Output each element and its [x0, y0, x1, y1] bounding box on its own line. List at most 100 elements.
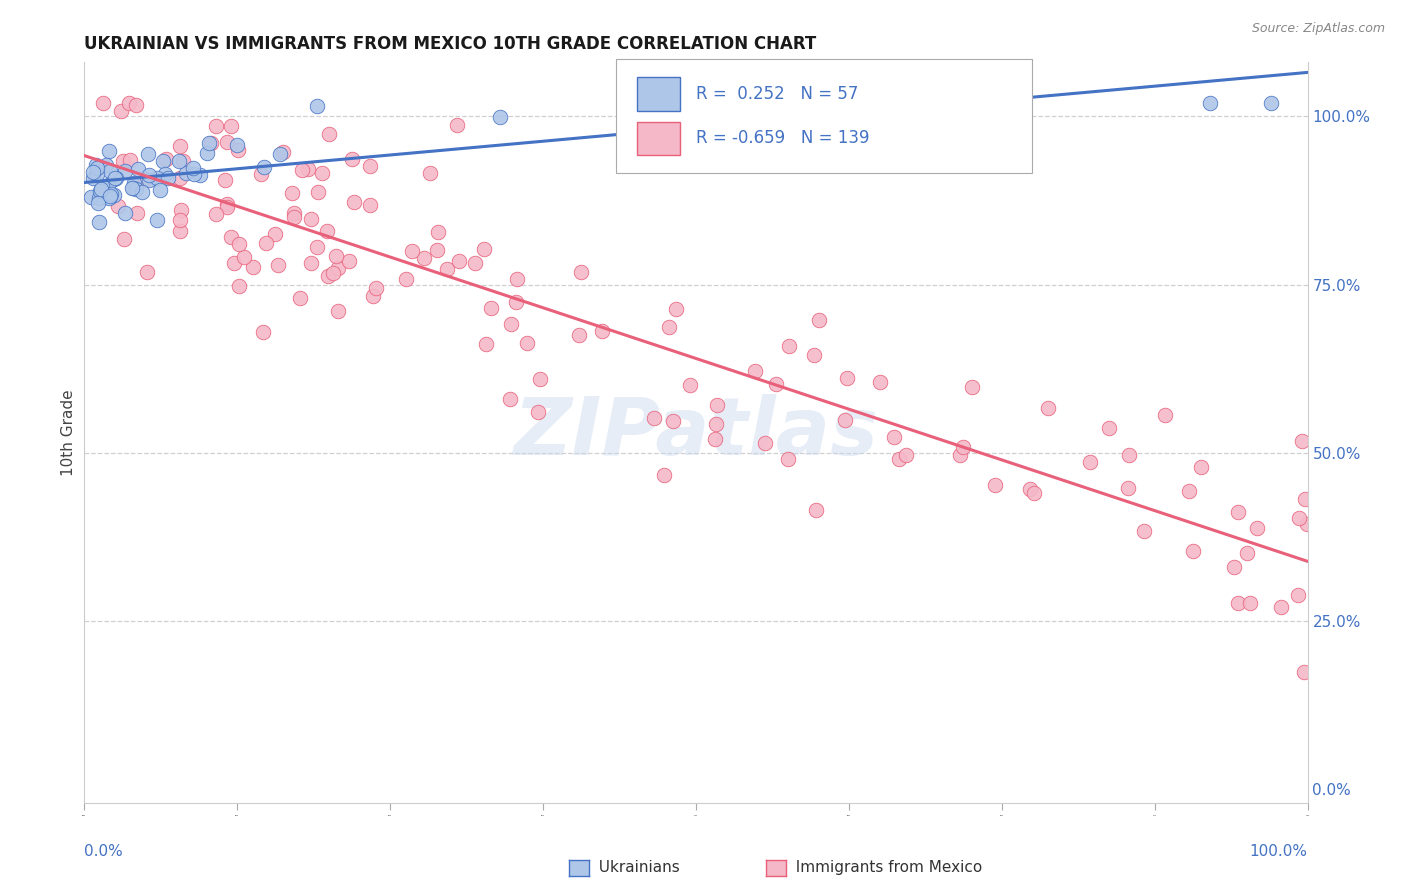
Point — [704, 417, 727, 432]
Point — [834, 413, 856, 427]
Point — [328, 261, 350, 276]
Text: R =  0.252   N = 57: R = 0.252 N = 57 — [696, 85, 858, 103]
Point — [181, 161, 204, 175]
Point — [835, 371, 858, 385]
Point — [401, 244, 423, 258]
Point — [889, 452, 911, 467]
Point — [205, 119, 228, 133]
Point — [105, 171, 128, 186]
Point — [156, 170, 179, 185]
Point — [188, 168, 211, 182]
Point — [529, 372, 551, 386]
FancyBboxPatch shape — [637, 78, 681, 111]
Point — [90, 182, 112, 196]
Point — [98, 189, 121, 203]
Point — [155, 152, 177, 166]
Point — [98, 164, 121, 178]
Point — [359, 159, 381, 173]
Point — [86, 167, 108, 181]
Point — [1118, 448, 1140, 462]
Point — [252, 325, 274, 339]
Point — [167, 154, 190, 169]
Point — [446, 118, 468, 132]
Text: 0.0%: 0.0% — [84, 844, 124, 858]
Point — [242, 260, 264, 274]
Point — [98, 145, 121, 159]
Point — [169, 171, 191, 186]
Point — [136, 147, 159, 161]
Point — [114, 163, 136, 178]
FancyBboxPatch shape — [637, 121, 681, 155]
Point — [91, 178, 114, 193]
Point — [506, 272, 529, 286]
Point — [1022, 486, 1045, 500]
Point — [1296, 517, 1319, 532]
Point — [1294, 491, 1316, 506]
Point — [426, 244, 449, 258]
Point — [195, 145, 218, 160]
Point — [1181, 544, 1204, 558]
Point — [516, 335, 538, 350]
Point — [169, 213, 191, 227]
Point — [960, 380, 983, 394]
Point — [1239, 596, 1261, 610]
Point — [291, 163, 314, 178]
Point — [91, 95, 114, 110]
Point — [127, 162, 149, 177]
Point — [806, 503, 828, 517]
Point — [464, 256, 486, 270]
FancyBboxPatch shape — [616, 59, 1032, 173]
Point — [121, 181, 143, 195]
Point — [107, 199, 129, 213]
Point — [125, 98, 148, 112]
Point — [326, 304, 349, 318]
Point — [305, 99, 328, 113]
Point — [1270, 599, 1292, 614]
Point — [114, 205, 136, 219]
Point — [505, 294, 527, 309]
Point — [217, 201, 239, 215]
Point — [1198, 95, 1220, 110]
Point — [704, 433, 727, 447]
Point — [86, 161, 108, 175]
Point — [662, 414, 685, 428]
Point — [776, 452, 799, 467]
Point — [297, 162, 319, 177]
Point — [318, 128, 340, 142]
Point — [224, 256, 246, 270]
Point — [225, 137, 247, 152]
Point — [1291, 434, 1313, 449]
Point — [364, 280, 387, 294]
Text: Source: ZipAtlas.com: Source: ZipAtlas.com — [1251, 22, 1385, 36]
Point — [104, 170, 127, 185]
Point — [361, 289, 384, 303]
Point — [527, 405, 550, 419]
Point — [219, 120, 242, 134]
Point — [1294, 665, 1316, 679]
Point — [138, 173, 160, 187]
Point — [232, 250, 254, 264]
Point — [1288, 510, 1310, 524]
Point — [125, 182, 148, 196]
Point — [228, 278, 250, 293]
Point — [96, 158, 118, 172]
Point — [100, 186, 122, 201]
Point — [1178, 484, 1201, 499]
Point — [658, 319, 681, 334]
Point — [894, 448, 917, 462]
Point — [228, 236, 250, 251]
Point — [215, 135, 238, 149]
Point — [412, 251, 434, 265]
Point — [87, 215, 110, 229]
Point — [315, 224, 337, 238]
Point — [138, 168, 160, 182]
Point — [112, 232, 135, 246]
Point — [803, 348, 825, 362]
Point — [84, 158, 107, 172]
Point — [136, 265, 159, 279]
Point — [447, 253, 470, 268]
Text: Immigrants from Mexico: Immigrants from Mexico — [786, 861, 983, 875]
Point — [436, 262, 458, 277]
Point — [267, 258, 290, 272]
Point — [499, 317, 522, 331]
